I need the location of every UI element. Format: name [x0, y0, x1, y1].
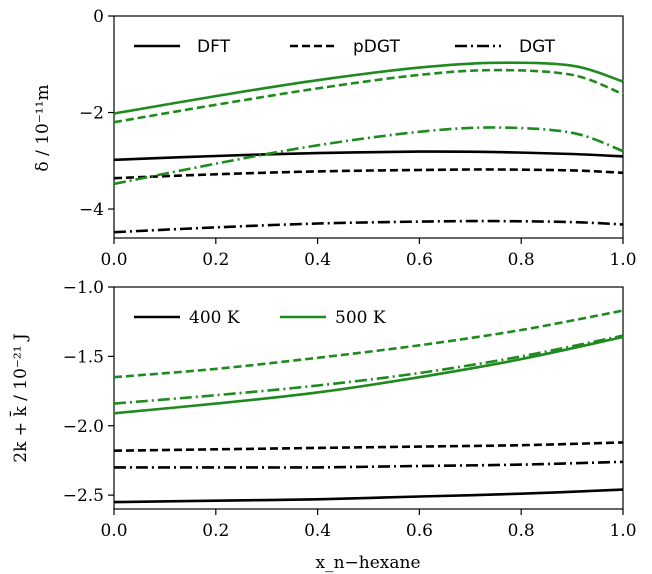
bottom-y-axis-label: 2k + k̄ / 10⁻²¹ J: [8, 333, 31, 463]
bottom-series-group: [113, 309, 624, 504]
bottom-legend: 400 K 500 K: [134, 308, 386, 328]
bottom-x-ticks: 0.0 0.2 0.4 0.6 0.8 1.0: [100, 509, 637, 541]
bottom-x-tick-label: 0.8: [508, 521, 535, 541]
top-x-tick-label: 1.0: [609, 250, 636, 270]
top-x-ticks: 0.0 0.2 0.4 0.6 0.8 1.0: [100, 238, 637, 270]
bottom-y-tick-label: −1.0: [63, 278, 104, 298]
bottom-x-tick-label: 1.0: [609, 521, 636, 541]
bottom-x-tick-label: 0.6: [406, 521, 433, 541]
bottom-y-tick-label: −2.0: [63, 417, 104, 437]
top-panel: 0 −2 −4 0.0 0.2 0.4 0.6 0.8 1.0 δ / 10⁻¹¹m DFT …: [33, 7, 637, 270]
x-axis-label: x_n−hexane: [315, 553, 420, 573]
top-y-tick-label: −2: [79, 104, 104, 124]
bottom-plot-frame: [113, 286, 624, 510]
legend-label-dft: DFT: [197, 37, 231, 57]
top-legend: DFT pDGT DGT: [134, 37, 556, 57]
legend-label-400k: 400 K: [189, 308, 240, 328]
top-plot-frame: [113, 15, 624, 239]
bottom-series-500k-dgt: [113, 334, 624, 405]
top-series-500k-pdgt: [113, 68, 624, 124]
top-y-tick-label: 0: [93, 7, 104, 27]
bottom-y-tick-label: −1.5: [63, 347, 104, 367]
top-x-tick-label: 0.0: [100, 250, 127, 270]
top-x-tick-label: 0.8: [508, 250, 535, 270]
bottom-series-500k-dft: [113, 335, 624, 415]
top-series-500k-dgt: [113, 126, 624, 186]
top-y-tick-label: −4: [79, 200, 104, 220]
bottom-panel: −1.0 −1.5 −2.0 −2.5 0.0 0.2 0.4 0.6 0.8 1.0 2k +…: [8, 278, 636, 573]
bottom-series-400k-dgt: [114, 460, 624, 469]
top-x-tick-label: 0.4: [304, 250, 331, 270]
top-x-tick-label: 0.6: [406, 250, 433, 270]
bottom-series-500k-pdgt: [113, 309, 624, 379]
bottom-series-400k-pdgt: [113, 441, 624, 452]
top-y-ticks: 0 −2 −4: [79, 7, 114, 220]
legend-label-dgt: DGT: [519, 37, 556, 57]
bottom-y-tick-label: −2.5: [63, 486, 104, 506]
bottom-x-tick-label: 0.0: [100, 521, 127, 541]
bottom-x-tick-label: 0.4: [304, 521, 331, 541]
bottom-x-tick-label: 0.2: [202, 521, 229, 541]
top-series-400k-pdgt: [113, 168, 624, 180]
legend-label-500k: 500 K: [335, 308, 386, 328]
bottom-series-400k-dft: [113, 488, 624, 504]
legend-label-pdgt: pDGT: [353, 37, 400, 57]
top-series-group: [113, 61, 624, 234]
top-series-400k-dgt: [113, 219, 624, 234]
top-y-axis-label: δ / 10⁻¹¹m: [33, 84, 53, 171]
bottom-y-ticks: −1.0 −1.5 −2.0 −2.5: [63, 278, 114, 506]
top-x-tick-label: 0.2: [202, 250, 229, 270]
top-series-500k-dft: [113, 61, 624, 115]
top-series-400k-dft: [113, 150, 624, 162]
